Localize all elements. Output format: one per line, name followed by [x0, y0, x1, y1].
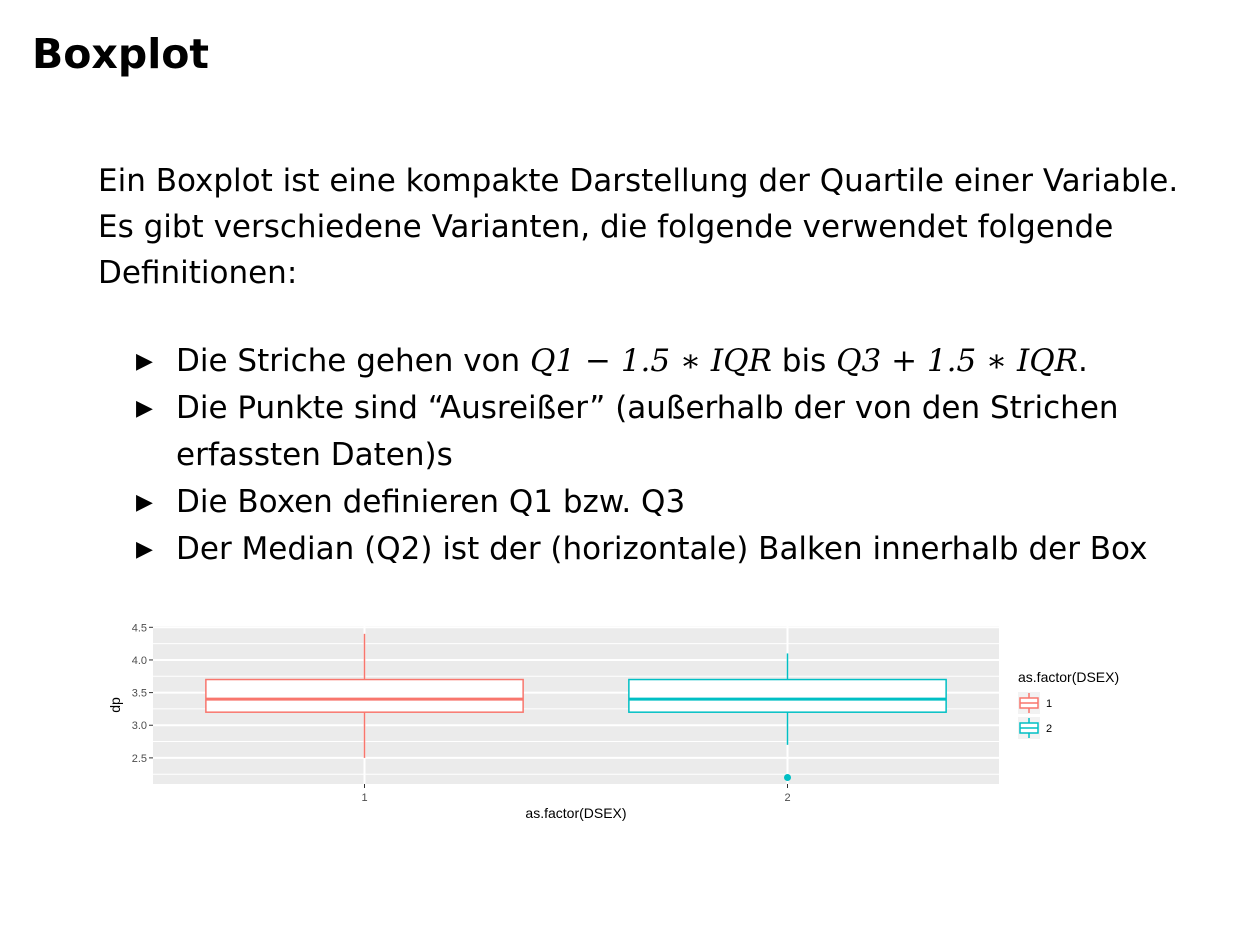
bullet-text: . [1077, 343, 1088, 379]
legend-item-2: 2 [1018, 717, 1052, 739]
y-tick-label: 3.5 [132, 688, 147, 700]
box [205, 678, 524, 713]
bullet-text: Die Punkte sind “Ausreißer” (außerhalb d… [176, 390, 1119, 473]
box [628, 678, 947, 713]
bullet-triangle-icon: ▶ [136, 537, 153, 562]
boxes-layer [205, 633, 947, 781]
x-tick-label: 1 [361, 792, 367, 804]
bullet-item-whiskers: ▶ Die Striche gehen von Q1 − 1.5 ∗ IQR b… [136, 338, 1236, 385]
legend-title: as.factor(DSEX) [1018, 669, 1119, 685]
intro-paragraph: Ein Boxplot ist eine kompakte Darstellun… [98, 163, 1179, 291]
bullet-triangle-icon: ▶ [136, 349, 153, 374]
formula-upper: Q3 + 1.5 ∗ IQR [836, 343, 1078, 379]
bullet-item-boxes: ▶ Die Boxen definieren Q1 bzw. Q3 [136, 479, 1236, 526]
bullet-text: Die Boxen definieren Q1 bzw. Q3 [176, 484, 686, 520]
bullet-triangle-icon: ▶ [136, 396, 153, 421]
bullet-item-median: ▶ Der Median (Q2) ist der (horizontale) … [136, 526, 1236, 573]
bullet-item-outliers: ▶ Die Punkte sind “Ausreißer” (außerhalb… [136, 385, 1236, 479]
bullet-text: Der Median (Q2) ist der (horizontale) Ba… [176, 531, 1148, 567]
bullet-list: ▶ Die Striche gehen von Q1 − 1.5 ∗ IQR b… [136, 338, 1236, 573]
y-tick-label: 4.5 [132, 622, 147, 634]
x-axis-title: as.factor(DSEX) [525, 805, 626, 821]
y-axis-title: dp [107, 697, 123, 713]
x-tick-label: 2 [784, 792, 790, 804]
legend-item-1: 1 [1018, 692, 1052, 714]
box-group-2 [628, 653, 947, 781]
y-axis: 2.5 3.0 3.5 4.0 4.5 [132, 622, 153, 765]
legend-label: 2 [1046, 723, 1052, 735]
outlier-point [784, 773, 791, 781]
bullet-text: bis [771, 343, 837, 379]
formula-lower: Q1 − 1.5 ∗ IQR [530, 343, 772, 379]
box-group-1 [205, 633, 524, 758]
y-tick-label: 4.0 [132, 655, 147, 667]
bullet-text: Die Striche gehen von [176, 343, 531, 379]
y-tick-label: 2.5 [132, 753, 147, 765]
slide-title: Boxplot [32, 30, 210, 78]
legend: as.factor(DSEX) 1 2 [1018, 669, 1119, 739]
legend-label: 1 [1046, 698, 1052, 710]
y-tick-label: 3.0 [132, 720, 147, 732]
bullet-triangle-icon: ▶ [136, 490, 153, 515]
